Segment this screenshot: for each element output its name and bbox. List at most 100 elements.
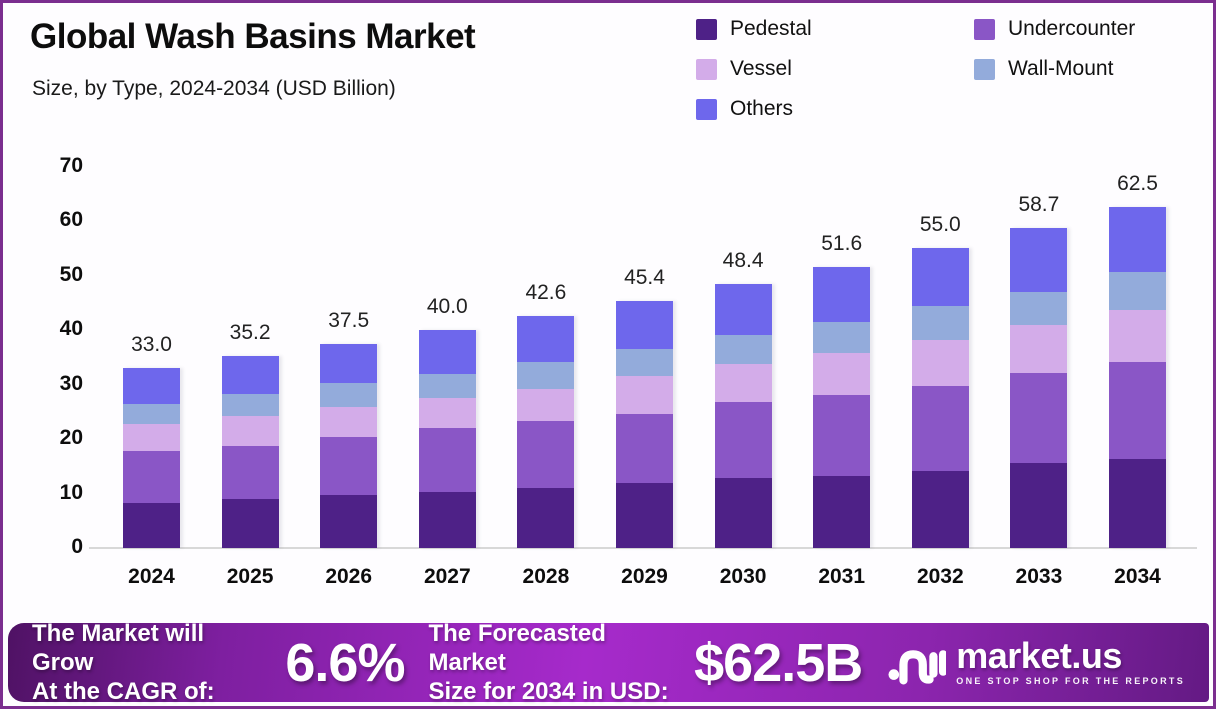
bar-segment-vessel <box>1010 324 1068 374</box>
bar-segment-vessel <box>1109 309 1166 363</box>
stacked-bar-2025 <box>221 356 279 548</box>
stacked-bar-2028 <box>517 315 575 548</box>
x-axis-tick-2030: 2030 <box>719 565 767 588</box>
bar-segment-vessel <box>418 398 476 428</box>
bar-segment-others <box>517 315 575 363</box>
bar-total-label-2033: 58.7 <box>1018 193 1060 217</box>
page-subtitle: Size, by Type, 2024-2034 (USD Billion) <box>32 77 396 100</box>
bar-total-label-2025: 35.2 <box>229 321 271 345</box>
x-axis-tick-2028: 2028 <box>522 565 570 588</box>
legend-swatch-icon <box>696 98 717 120</box>
bar-segment-wall-mount <box>221 394 279 416</box>
cagr-label-line1: The Market will Grow <box>32 620 205 676</box>
x-axis-tick-2027: 2027 <box>423 565 471 588</box>
forecast-label: The Forecasted Market Size for 2034 in U… <box>428 619 676 706</box>
bar-segment-vessel <box>221 415 279 446</box>
bar-segment-pedestal <box>911 470 969 548</box>
bar-segment-vessel <box>714 363 772 402</box>
x-axis-tick-2025: 2025 <box>226 565 274 588</box>
stacked-bar-2030 <box>714 284 772 548</box>
y-axis-tick-0: 0 <box>71 535 83 558</box>
bar-segment-pedestal <box>813 476 871 548</box>
bar-segment-others <box>616 300 673 350</box>
stacked-bar-2034 <box>1109 207 1166 548</box>
bar-total-label-2027: 40.0 <box>426 295 468 318</box>
stacked-bar-2033 <box>1010 228 1068 548</box>
bar-segment-others <box>1010 228 1068 292</box>
y-axis-tick-60: 60 <box>59 208 83 231</box>
bar-segment-undercounter <box>320 436 378 495</box>
bar-segment-undercounter <box>813 394 871 477</box>
legend-label: Vessel <box>730 57 792 80</box>
y-axis-tick-20: 20 <box>59 426 83 449</box>
brand-text: market.us ONE STOP SHOP FOR THE REPORTS <box>956 635 1185 687</box>
bar-segment-undercounter <box>616 413 673 483</box>
x-axis-tick-2026: 2026 <box>325 565 373 588</box>
bar-segment-others <box>221 356 279 395</box>
y-axis-tick-40: 40 <box>59 317 83 340</box>
bar-segment-pedestal <box>616 482 673 548</box>
bar-segment-wall-mount <box>418 373 476 399</box>
page-title: Global Wash Basins Market <box>30 17 476 56</box>
bar-segment-vessel <box>320 407 378 437</box>
bar-segment-pedestal <box>1109 459 1166 548</box>
legend-item-pedestal: Pedestal <box>696 17 974 41</box>
bar-segment-undercounter <box>221 445 279 499</box>
bar-segment-wall-mount <box>320 383 378 408</box>
bar-segment-pedestal <box>123 502 180 548</box>
bar-segment-pedestal <box>418 491 476 548</box>
bar-segment-pedestal <box>517 488 575 548</box>
legend-label: Undercounter <box>1008 17 1136 40</box>
bar-segment-wall-mount <box>714 335 772 364</box>
bar-segment-others <box>813 266 871 323</box>
forecast-label-line1: The Forecasted Market <box>428 620 606 676</box>
legend-swatch-icon <box>696 18 717 40</box>
bar-segment-others <box>418 330 476 374</box>
chart-legend: Pedestal Undercounter Vessel Wall-Mount Othe… <box>696 17 1213 121</box>
legend-swatch-icon <box>974 18 995 40</box>
bar-segment-undercounter <box>123 450 180 503</box>
legend-item-vessel: Vessel <box>696 57 974 81</box>
legend-item-others: Others <box>696 97 974 121</box>
brand-logo: market.us ONE STOP SHOP FOR THE REPORTS <box>888 635 1185 687</box>
stacked-bar-2031 <box>813 266 871 548</box>
footer-banner: The Market will Grow At the CAGR of: 6.6… <box>8 620 1209 705</box>
brand-name: market.us <box>956 635 1122 676</box>
legend-label: Wall-Mount <box>1008 57 1114 80</box>
bar-segment-vessel <box>517 389 575 421</box>
y-axis-tick-30: 30 <box>59 371 83 395</box>
bar-segment-vessel <box>911 339 969 386</box>
cagr-value: 6.6% <box>285 632 405 693</box>
legend-item-wall-mount: Wall-Mount <box>974 57 1213 81</box>
bar-segment-wall-mount <box>616 349 673 376</box>
forecast-label-line2: Size for 2034 in USD: <box>428 678 669 705</box>
y-axis-tick-10: 10 <box>59 480 83 504</box>
bar-segment-wall-mount <box>1010 291 1068 325</box>
legend-label: Others <box>730 97 794 120</box>
bar-segment-vessel <box>616 375 673 414</box>
bar-segment-undercounter <box>517 421 575 489</box>
x-axis-tick-2029: 2029 <box>621 565 668 588</box>
bar-segment-undercounter <box>714 401 772 479</box>
bar-segment-undercounter <box>418 427 476 492</box>
bar-total-label-2029: 45.4 <box>624 265 665 289</box>
bar-segment-others <box>911 248 969 307</box>
cagr-label: The Market will Grow At the CAGR of: <box>32 619 259 706</box>
y-axis-tick-70: 70 <box>59 153 83 177</box>
bar-total-label-2034: 62.5 <box>1117 172 1158 196</box>
bar-segment-pedestal <box>221 498 279 548</box>
bar-segment-wall-mount <box>911 306 969 340</box>
y-axis-tick-50: 50 <box>59 262 83 286</box>
bar-segment-others <box>1109 207 1166 273</box>
cagr-label-line2: At the CAGR of: <box>32 678 215 705</box>
bar-segment-wall-mount <box>123 404 180 424</box>
bar-segment-wall-mount <box>517 362 575 390</box>
stacked-bar-2029 <box>616 300 673 548</box>
legend-swatch-icon <box>974 58 995 80</box>
bar-total-label-2028: 42.6 <box>525 280 567 304</box>
bar-segment-undercounter <box>1010 373 1068 464</box>
bar-segment-vessel <box>813 352 871 395</box>
bar-segment-pedestal <box>320 494 378 548</box>
bar-segment-others <box>714 284 772 336</box>
